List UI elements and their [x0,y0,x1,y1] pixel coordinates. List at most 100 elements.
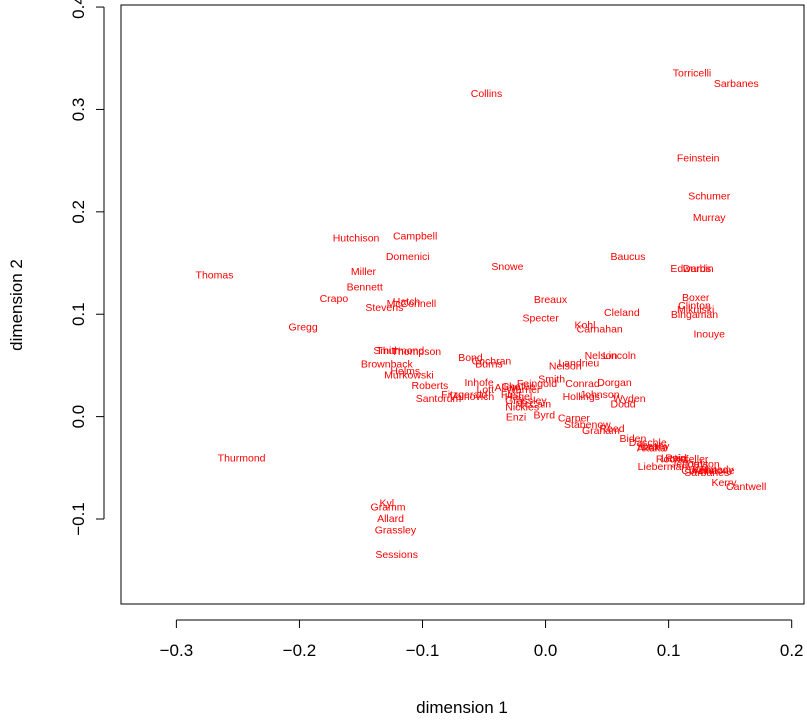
data-point-label: Stevens [365,302,403,314]
data-point-label: Baucus [611,251,646,263]
data-point-label: Schumer [688,190,731,202]
x-tick-label: −0.2 [283,641,317,660]
data-point-label: Gramm [371,502,406,514]
data-point-label: Brownback [361,358,414,370]
data-point-label: Murkowski [384,370,434,382]
data-point-label: Leahy [641,440,670,452]
data-point-label: Hutchison [333,232,380,244]
data-point-label: Harkin [637,441,668,453]
data-point-label: Byrd [534,410,556,422]
data-point-label: Kyl [380,498,395,510]
data-point-label: Cleland [604,307,640,319]
data-point-label: Kohl [574,319,595,331]
data-point-label: Boxer [682,292,710,304]
data-point-label: Breaux [534,294,568,306]
data-point-label: Voinovich [449,391,494,403]
data-point-label: Frist [501,389,521,401]
y-tick-label: −0.1 [69,502,88,536]
data-point-label: Enzi [506,412,526,424]
data-point-label: Nelson [585,350,618,362]
y-tick-label: 0.0 [69,405,88,429]
data-point-label: Kerry [711,477,737,489]
y-tick-label: 0.3 [69,98,88,122]
data-point-label: Wellstone [689,465,735,477]
data-point-label: McCain [515,398,551,410]
y-tick-label: 0.4 [69,0,88,19]
plot-box [120,4,805,605]
data-point-label: Nickles [505,401,539,413]
data-point-label: Bond [458,352,483,364]
data-point-label: Roberts [412,380,449,392]
data-points: TorricelliSarbanesCollinsFeinsteinSchume… [196,68,767,561]
y-tick-label: 0.2 [69,200,88,224]
data-point-label: Levin [661,453,686,465]
data-point-label: Corzine [681,465,717,477]
data-point-label: Hagel [505,391,532,403]
data-point-label: Sarbanes [714,78,759,90]
data-point-label: Edwards [670,263,711,275]
data-point-label: Dayton [686,459,719,471]
data-point-label: Conrad [565,378,600,390]
data-point-label: Sarbanes [684,467,729,479]
data-point-label: Allen [495,382,519,394]
x-tick-label: −0.1 [406,641,440,660]
data-point-label: Dodd [611,398,636,410]
data-point-label: Lincoln [603,350,636,362]
data-point-label: Domenici [386,251,430,263]
data-point-label: Carper [558,413,591,425]
data-point-label: Feinstein [677,153,720,165]
data-point-label: Warner [506,384,541,396]
data-point-label: Lieberman [638,461,688,473]
data-point-label: Thomas [196,269,234,281]
data-point-label: Hatch [393,296,421,308]
x-axis: −0.3 −0.2 −0.1 0.0 0.1 0.2 [160,619,804,660]
data-point-label: Sessions [375,549,418,561]
data-point-label: Miller [351,266,377,278]
data-point-label: Mikulski [677,304,714,316]
data-point-label: Durbin [683,263,714,275]
data-point-label: Campbell [393,230,437,242]
data-point-label: Akaka [637,442,666,454]
data-point-label: Specter [523,312,560,324]
data-point-label: Kennedy [692,464,734,476]
data-point-label: Burns [475,358,502,370]
data-point-label: Smith [373,345,400,357]
data-point-label: Bingaman [671,309,718,321]
data-point-label: Dorgan [597,377,632,389]
data-point-label: Daschle [629,437,667,449]
data-point-label: Helms [390,366,420,378]
data-point-label: Murray [693,212,726,224]
data-point-label: Cochran [472,355,512,367]
data-point-label: Clinton [678,300,711,312]
data-point-label: Jeffords [671,459,708,471]
data-point-label: Santorum [416,393,462,405]
y-tick-label: 0.1 [69,302,88,326]
data-point-label: Reed [599,423,624,435]
x-axis-label: dimension 1 [416,698,508,717]
data-point-label: Inouye [693,329,725,341]
data-point-label: Landrieu [558,357,599,369]
x-tick-label: 0.2 [780,641,804,660]
data-point-label: Thurmond [376,345,424,357]
data-point-label: Hollings [563,391,600,403]
data-point-label: Bennett [347,282,383,294]
data-point-label: Thompson [392,346,442,358]
data-point-label: Gregg [289,322,318,334]
data-point-label: Collins [471,88,503,100]
data-point-label: Allard [377,513,404,525]
data-point-label: Biden [620,433,647,445]
data-point-label: Torricelli [673,68,712,80]
data-point-label: Inhofe [465,377,494,389]
data-point-label: Thurmond [218,453,266,465]
data-point-label: Rockefeller [656,454,709,466]
data-point-label: Feingold [517,378,557,390]
data-point-label: Snowe [491,261,523,273]
data-point-label: Carnahan [577,324,623,336]
data-point-label: Cantwell [726,481,766,493]
data-point-label: Crapo [320,293,349,305]
data-point-label: Wyden [613,393,646,405]
data-point-label: Chafee [502,381,536,393]
x-tick-label: 0.0 [534,641,558,660]
data-point-label: Grassley [375,524,417,536]
